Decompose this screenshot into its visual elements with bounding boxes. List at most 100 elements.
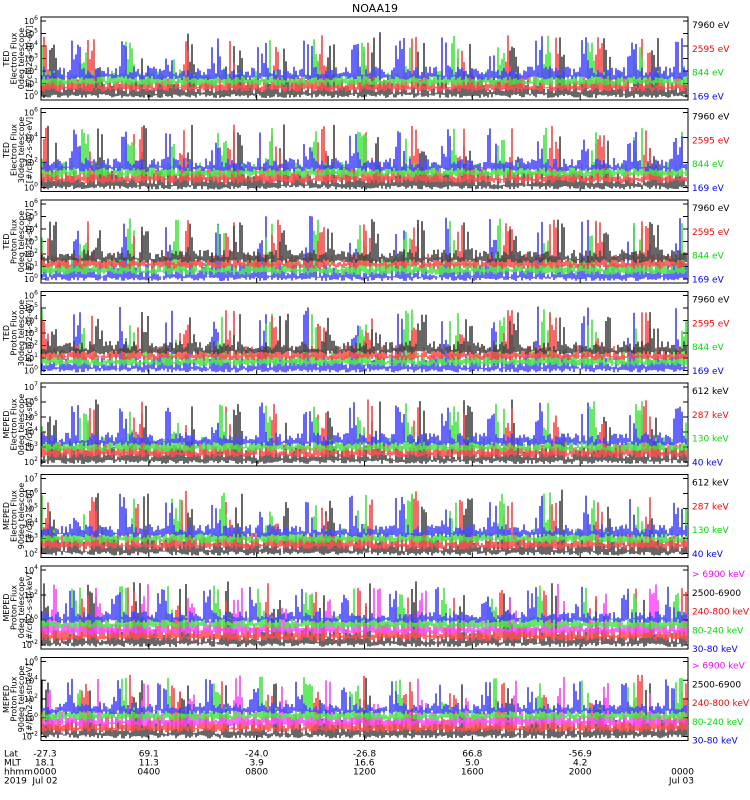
svg-text:[#/cm2-s-str-keV]: [#/cm2-s-str-keV] <box>25 664 34 735</box>
svg-text:Electron Flux: Electron Flux <box>10 32 19 84</box>
svg-text:Electron Flux: Electron Flux <box>10 490 19 542</box>
svg-text:TED: TED <box>2 325 11 342</box>
svg-text:[#/cm2-s-str-eV]: [#/cm2-s-str-eV] <box>25 208 34 274</box>
svg-text:Proton Flux: Proton Flux <box>10 219 19 264</box>
svg-text:Electron Flux: Electron Flux <box>10 124 19 176</box>
svg-text:MEPED: MEPED <box>2 411 11 439</box>
svg-text:TED: TED <box>2 233 11 250</box>
y-tick-label: 105 <box>24 503 38 514</box>
y-tick-label: 106 <box>24 198 38 209</box>
y-tick-label: 104 <box>24 564 38 575</box>
y-tick-label: 102 <box>24 693 38 704</box>
svg-text:Proton Flux: Proton Flux <box>10 585 19 630</box>
svg-text:0deg telescope: 0deg telescope <box>17 211 26 272</box>
svg-text:Proton Flux: Proton Flux <box>10 676 19 721</box>
svg-text:[#/cm2-s-str]: [#/cm2-s-str] <box>25 489 34 542</box>
legend-entry: > 6900 keV <box>692 570 746 580</box>
svg-text:[#/cm2-s-str-eV]: [#/cm2-s-str-eV] <box>25 300 34 366</box>
svg-text:30deg telescope: 30deg telescope <box>17 300 26 367</box>
x-tick-label: 1200 <box>353 768 376 778</box>
x-row-label: MLT <box>4 759 22 769</box>
legend-entry: 844 eV <box>692 69 725 79</box>
y-tick-label: 101 <box>24 352 38 363</box>
y-tick-label: 106 <box>24 15 38 26</box>
x-tick-label: -56.9 <box>569 750 593 760</box>
svg-text:0deg telescope: 0deg telescope <box>17 28 26 89</box>
y-tick-label: 100 <box>24 182 38 193</box>
legend-entry: 80-240 keV <box>692 718 744 728</box>
x-tick-label: 11.3 <box>139 759 159 769</box>
legend-entry: 40 keV <box>692 550 724 560</box>
legend-entry: 287 keV <box>692 411 729 421</box>
y-tick-label: 104 <box>24 426 38 437</box>
x-row-label: Lat <box>4 750 19 760</box>
series-trace-130-kev <box>41 492 687 544</box>
series-trace-7960-ev <box>41 219 687 263</box>
y-tick-label: 100 <box>24 90 38 101</box>
legend-entry: 844 eV <box>692 160 725 170</box>
x-tick-label: Jul 02 <box>31 777 57 787</box>
y-tick-label: 104 <box>24 40 38 51</box>
series-trace-80-240-kev <box>41 585 687 629</box>
legend-entry: 2500-6900 <box>692 589 741 599</box>
legend-entry: 240-800 keV <box>692 608 750 618</box>
svg-text:TED: TED <box>2 142 11 159</box>
x-tick-label: 4.2 <box>573 759 587 769</box>
series-trace-844-ev <box>41 127 687 178</box>
y-tick-label: 105 <box>24 411 38 422</box>
legend-entry: 7960 eV <box>692 21 730 31</box>
y-tick-label: 104 <box>24 674 38 685</box>
x-tick-label: 0400 <box>137 768 160 778</box>
legend-entry: 30-80 keV <box>692 737 738 747</box>
y-tick-label: 101 <box>24 261 38 272</box>
x-tick-label: 1600 <box>461 768 484 778</box>
y-tick-label: 105 <box>24 28 38 39</box>
svg-text:[#/cm2-s-str-eV]: [#/cm2-s-str-eV] <box>25 117 34 183</box>
y-tick-label: 106 <box>24 656 38 667</box>
legend-entry: 2595 eV <box>692 136 730 146</box>
svg-text:MEPED: MEPED <box>2 502 11 530</box>
y-tick-label: 104 <box>24 132 38 143</box>
y-tick-label: 102 <box>24 340 38 351</box>
y-tick-label: 106 <box>24 396 38 407</box>
series-trace-169-ev <box>41 128 687 172</box>
x-tick-label: 0000 <box>671 768 694 778</box>
series-trace-844-ev <box>41 35 687 86</box>
legend-entry: 40 keV <box>692 458 724 468</box>
y-tick-label: 102 <box>24 456 38 467</box>
svg-text:TED: TED <box>2 50 11 67</box>
y-tick-label: 101 <box>24 78 38 89</box>
y-tick-label: 10-2 <box>22 731 38 742</box>
legend-entry: 2500-6900 <box>692 680 741 690</box>
y-tick-label: 103 <box>24 236 38 247</box>
y-tick-label: 104 <box>24 223 38 234</box>
x-tick-label: 5.0 <box>465 759 480 769</box>
series-trace-40-kev <box>41 493 687 538</box>
series-trace-30-80-kev <box>41 678 687 715</box>
legend-entry: 169 eV <box>692 184 725 194</box>
legend-entry: 612 keV <box>692 387 729 397</box>
y-tick-label: 102 <box>24 65 38 76</box>
y-tick-label: 104 <box>24 315 38 326</box>
x-row-label: hhmm <box>4 768 33 778</box>
x-tick-label: -27.3 <box>33 750 56 760</box>
y-tick-label: 103 <box>24 441 38 452</box>
y-tick-label: 102 <box>24 548 38 559</box>
x-tick-label: 18.1 <box>35 759 55 769</box>
y-tick-label: 100 <box>24 614 38 625</box>
legend-entry: 130 keV <box>692 435 729 445</box>
series-trace-169-ev <box>41 36 687 80</box>
legend-entry: 169 eV <box>692 92 725 102</box>
legend-entry: 844 eV <box>692 252 725 262</box>
